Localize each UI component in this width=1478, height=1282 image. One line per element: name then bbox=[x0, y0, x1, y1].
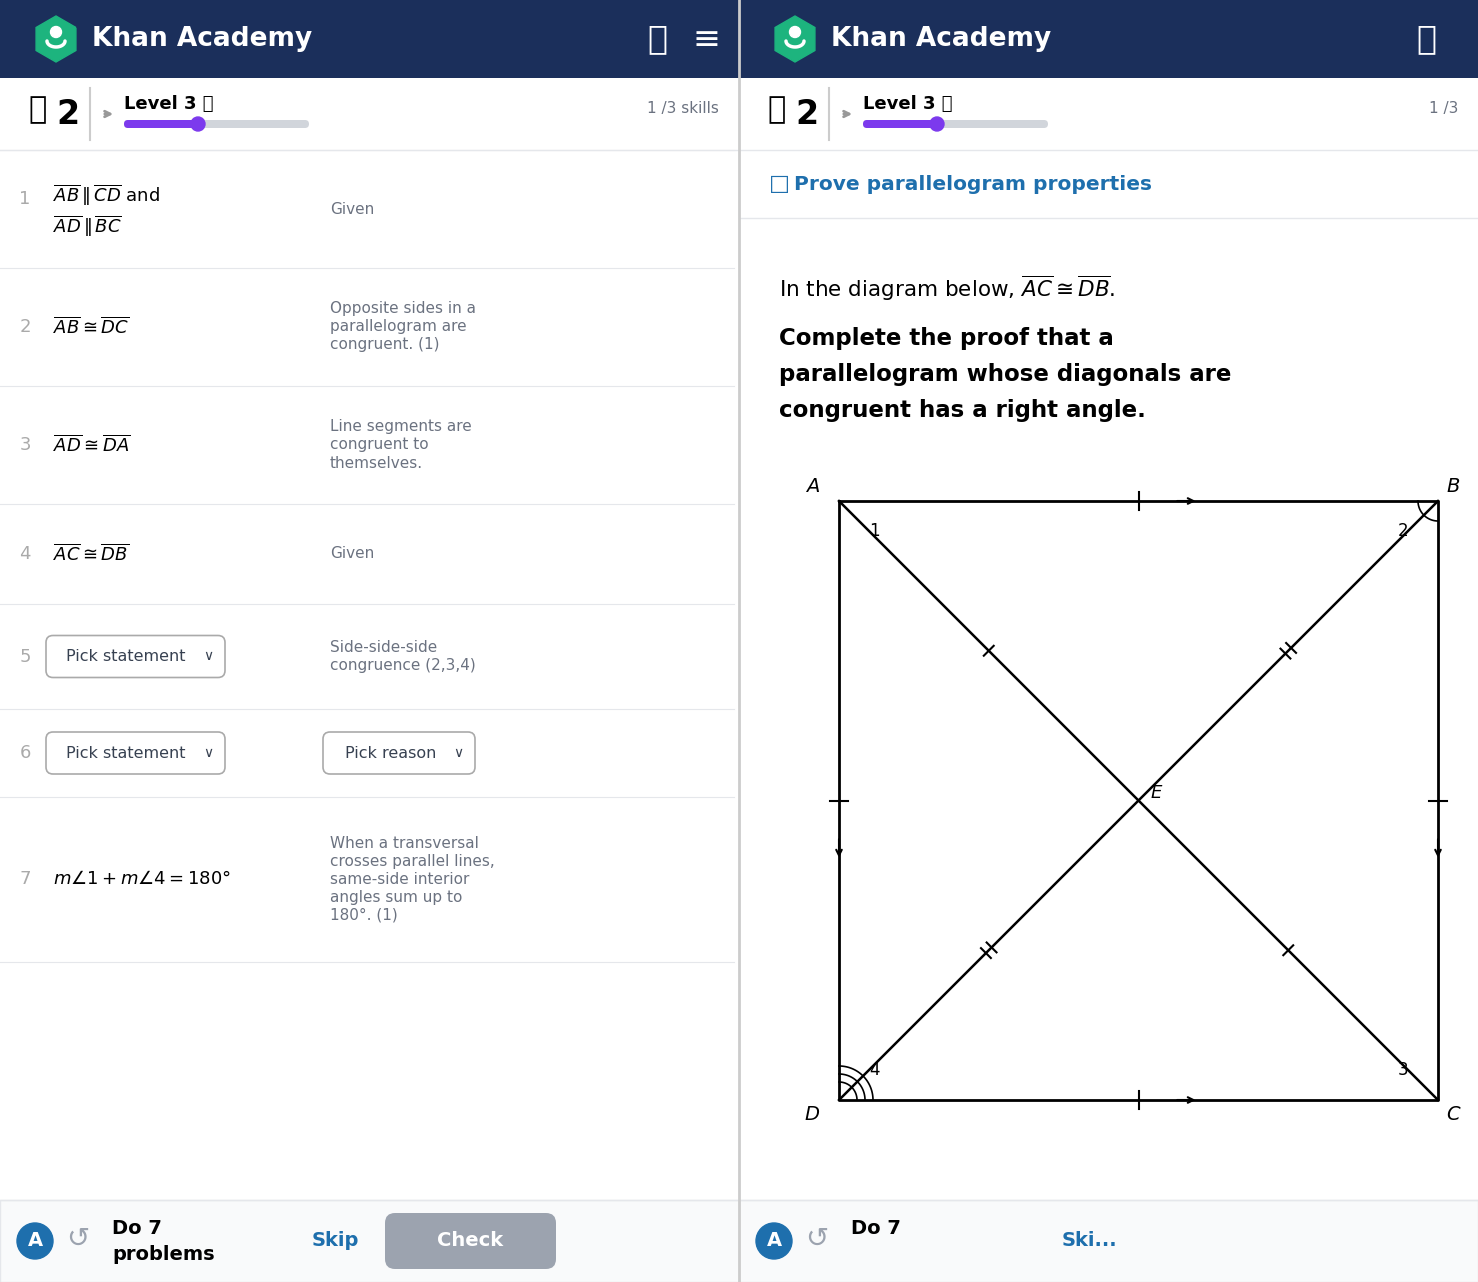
Text: 180°. (1): 180°. (1) bbox=[330, 908, 398, 923]
Text: 1: 1 bbox=[869, 522, 879, 540]
Text: ↺: ↺ bbox=[806, 1226, 829, 1253]
FancyBboxPatch shape bbox=[739, 150, 1478, 218]
Text: 🔥: 🔥 bbox=[30, 95, 47, 124]
Text: 1: 1 bbox=[19, 190, 31, 208]
Text: A: A bbox=[767, 1232, 782, 1250]
Text: crosses parallel lines,: crosses parallel lines, bbox=[330, 854, 495, 869]
Text: Khan Academy: Khan Academy bbox=[92, 26, 312, 53]
Text: ⌕: ⌕ bbox=[1416, 23, 1437, 55]
Text: Pick statement: Pick statement bbox=[65, 746, 185, 760]
Text: ↺: ↺ bbox=[67, 1226, 90, 1253]
Text: 7: 7 bbox=[19, 870, 31, 888]
Text: Prove parallelogram properties: Prove parallelogram properties bbox=[794, 174, 1151, 194]
Text: congruence (2,3,4): congruence (2,3,4) bbox=[330, 658, 476, 673]
Text: 1 /3: 1 /3 bbox=[1429, 101, 1457, 117]
Text: Given: Given bbox=[330, 201, 374, 217]
Text: Complete the proof that a: Complete the proof that a bbox=[779, 327, 1114, 350]
Polygon shape bbox=[774, 15, 814, 62]
Text: $\overline{AB}\,\|\,\overline{CD}$ and: $\overline{AB}\,\|\,\overline{CD}$ and bbox=[53, 182, 160, 208]
Circle shape bbox=[191, 117, 205, 131]
Text: In the diagram below, $\overline{AC} \cong \overline{DB}$.: In the diagram below, $\overline{AC} \co… bbox=[779, 273, 1116, 303]
Text: Check: Check bbox=[437, 1232, 503, 1250]
Text: congruent. (1): congruent. (1) bbox=[330, 337, 439, 353]
Text: D: D bbox=[804, 1105, 819, 1124]
Text: Level 3 ⓘ: Level 3 ⓘ bbox=[863, 95, 952, 113]
Text: Opposite sides in a: Opposite sides in a bbox=[330, 301, 476, 317]
Text: $\overline{AC} \cong \overline{DB}$: $\overline{AC} \cong \overline{DB}$ bbox=[53, 544, 129, 564]
Text: B: B bbox=[1445, 477, 1459, 496]
FancyBboxPatch shape bbox=[46, 636, 225, 677]
Text: 4: 4 bbox=[19, 545, 31, 563]
Circle shape bbox=[50, 27, 62, 37]
Text: 🔥: 🔥 bbox=[769, 95, 786, 124]
Text: 3: 3 bbox=[19, 436, 31, 454]
Text: ⌕: ⌕ bbox=[647, 23, 667, 55]
Text: A: A bbox=[28, 1232, 43, 1250]
Text: congruent has a right angle.: congruent has a right angle. bbox=[779, 399, 1145, 422]
Text: 1 /3 skills: 1 /3 skills bbox=[647, 101, 718, 117]
FancyBboxPatch shape bbox=[0, 0, 739, 78]
Text: themselves.: themselves. bbox=[330, 455, 423, 470]
Text: 2: 2 bbox=[795, 97, 819, 131]
FancyBboxPatch shape bbox=[46, 732, 225, 774]
Text: 6: 6 bbox=[19, 744, 31, 762]
FancyBboxPatch shape bbox=[0, 78, 739, 150]
Text: Do 7: Do 7 bbox=[112, 1218, 163, 1237]
Text: Given: Given bbox=[330, 546, 374, 562]
Text: $\overline{AB} \cong \overline{DC}$: $\overline{AB} \cong \overline{DC}$ bbox=[53, 317, 129, 337]
Text: Side-side-side: Side-side-side bbox=[330, 640, 437, 655]
FancyBboxPatch shape bbox=[739, 1200, 1478, 1282]
Circle shape bbox=[789, 27, 801, 37]
Text: parallelogram whose diagonals are: parallelogram whose diagonals are bbox=[779, 363, 1231, 386]
Text: ≡: ≡ bbox=[693, 23, 721, 55]
Circle shape bbox=[18, 1223, 53, 1259]
FancyBboxPatch shape bbox=[739, 78, 1478, 150]
Text: C: C bbox=[1445, 1105, 1460, 1124]
Text: problems: problems bbox=[112, 1245, 214, 1264]
Text: ∨: ∨ bbox=[202, 650, 213, 664]
Text: E: E bbox=[1150, 783, 1162, 801]
Text: same-side interior: same-side interior bbox=[330, 872, 470, 887]
Text: Skip: Skip bbox=[312, 1232, 359, 1250]
Text: 2: 2 bbox=[19, 318, 31, 336]
Text: When a transversal: When a transversal bbox=[330, 836, 479, 851]
Text: Pick reason: Pick reason bbox=[346, 746, 436, 760]
Text: 4: 4 bbox=[869, 1061, 879, 1079]
Text: Ski...: Ski... bbox=[1061, 1232, 1117, 1250]
Text: $m\angle 1 + m\angle 4 = 180\degree$: $m\angle 1 + m\angle 4 = 180\degree$ bbox=[53, 870, 231, 888]
Text: 3: 3 bbox=[1398, 1061, 1409, 1079]
FancyBboxPatch shape bbox=[863, 121, 1048, 128]
Text: parallelogram are: parallelogram are bbox=[330, 319, 467, 335]
FancyBboxPatch shape bbox=[124, 121, 309, 128]
Text: 2: 2 bbox=[1398, 522, 1409, 540]
Text: Do 7: Do 7 bbox=[851, 1218, 902, 1237]
Text: ∨: ∨ bbox=[452, 746, 463, 760]
Text: A: A bbox=[806, 477, 819, 496]
FancyBboxPatch shape bbox=[124, 121, 198, 128]
Text: Level 3 ⓘ: Level 3 ⓘ bbox=[124, 95, 213, 113]
FancyBboxPatch shape bbox=[384, 1213, 556, 1269]
Text: 2: 2 bbox=[56, 97, 80, 131]
Circle shape bbox=[930, 117, 944, 131]
Text: Pick statement: Pick statement bbox=[65, 649, 185, 664]
FancyBboxPatch shape bbox=[739, 0, 1478, 78]
FancyBboxPatch shape bbox=[863, 121, 937, 128]
Circle shape bbox=[757, 1223, 792, 1259]
Text: 5: 5 bbox=[19, 647, 31, 665]
Text: angles sum up to: angles sum up to bbox=[330, 890, 463, 905]
Text: Line segments are: Line segments are bbox=[330, 419, 471, 435]
FancyBboxPatch shape bbox=[0, 1200, 739, 1282]
Polygon shape bbox=[35, 15, 75, 62]
Text: Khan Academy: Khan Academy bbox=[831, 26, 1051, 53]
Text: $\overline{AD}\,\|\,\overline{BC}$: $\overline{AD}\,\|\,\overline{BC}$ bbox=[53, 214, 121, 240]
FancyBboxPatch shape bbox=[324, 732, 474, 774]
Text: □: □ bbox=[769, 174, 789, 194]
Text: $\overline{AD} \cong \overline{DA}$: $\overline{AD} \cong \overline{DA}$ bbox=[53, 435, 130, 455]
Text: ∨: ∨ bbox=[202, 746, 213, 760]
Text: congruent to: congruent to bbox=[330, 437, 429, 453]
